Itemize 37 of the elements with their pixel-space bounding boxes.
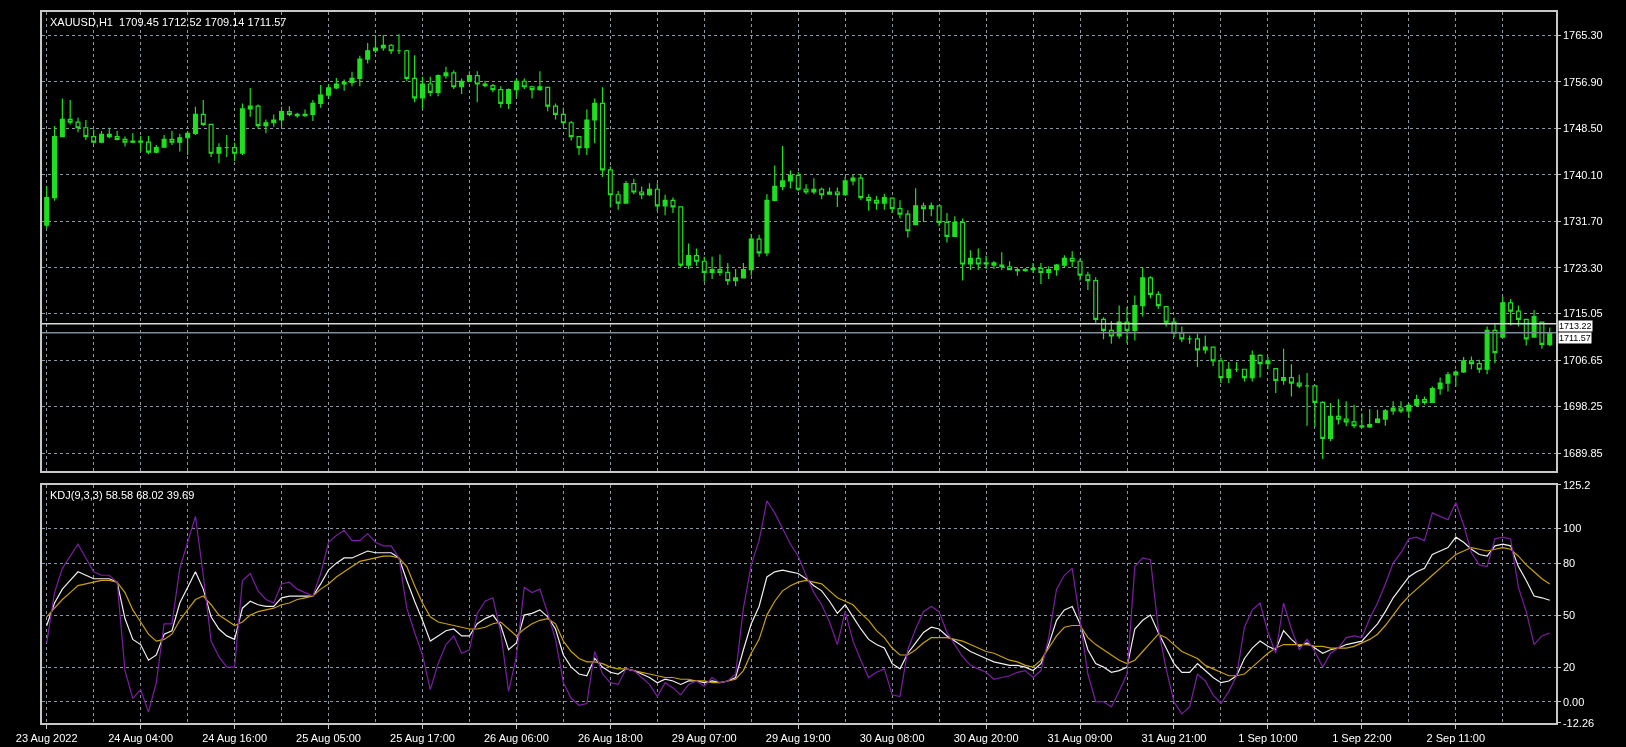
y-tick-label: 80 — [1562, 556, 1576, 569]
x-tick-label: 24 Aug 16:00 — [202, 731, 267, 744]
x-tick-label: 30 Aug 08:00 — [859, 731, 925, 744]
x-tick-label: 26 Aug 18:00 — [577, 731, 643, 744]
y-tick-label: 1715.05 — [1562, 307, 1603, 320]
x-tick-label: 29 Aug 19:00 — [765, 731, 831, 744]
y-tick-label: 1740.10 — [1562, 168, 1603, 181]
y-tick-label: 125.2 — [1562, 478, 1591, 491]
x-tick-label: 29 Aug 07:00 — [671, 731, 737, 744]
y-tick-label: 1698.25 — [1562, 400, 1603, 413]
y-tick-label: 0.00 — [1562, 695, 1585, 708]
x-tick-label: 30 Aug 20:00 — [953, 731, 1019, 744]
x-tick-label: 1 Sep 22:00 — [1332, 731, 1392, 744]
y-tick-label: 1748.50 — [1562, 122, 1603, 135]
y-tick-label: 100 — [1562, 522, 1582, 535]
y-tick-label: 1731.70 — [1562, 215, 1603, 228]
x-tick-label: 31 Aug 09:00 — [1047, 731, 1113, 744]
x-tick-label: 1 Sep 10:00 — [1238, 731, 1298, 744]
chart-title: XAUUSD,H1 1709.45 1712.52 1709.14 1711.57 — [50, 16, 287, 28]
ref-line-label: 1713.22 — [1559, 321, 1592, 331]
y-tick-label: 1765.30 — [1562, 29, 1603, 42]
ref-line-label: 1711.57 — [1559, 333, 1591, 343]
x-tick-label: 24 Aug 04:00 — [108, 731, 174, 744]
y-tick-label: -12.26 — [1562, 716, 1595, 729]
x-tick-label: 25 Aug 05:00 — [296, 731, 361, 744]
x-tick-label: 2 Sep 11:00 — [1426, 731, 1486, 744]
y-tick-label: 1723.30 — [1562, 261, 1603, 274]
x-tick-label: 25 Aug 17:00 — [390, 731, 455, 744]
chart-title: KDJ(9,3,3) 58.58 68.02 39.69 — [50, 489, 195, 501]
y-tick-label: 1689.85 — [1562, 447, 1603, 459]
y-tick-label: 50 — [1562, 608, 1576, 621]
x-tick-label: 31 Aug 21:00 — [1141, 731, 1207, 744]
y-tick-label: 20 — [1562, 660, 1576, 673]
x-tick-label: 23 Aug 2022 — [15, 731, 78, 744]
y-tick-label: 1756.90 — [1562, 75, 1603, 88]
y-tick-label: 1706.65 — [1562, 353, 1603, 366]
x-tick-label: 26 Aug 06:00 — [483, 731, 549, 744]
